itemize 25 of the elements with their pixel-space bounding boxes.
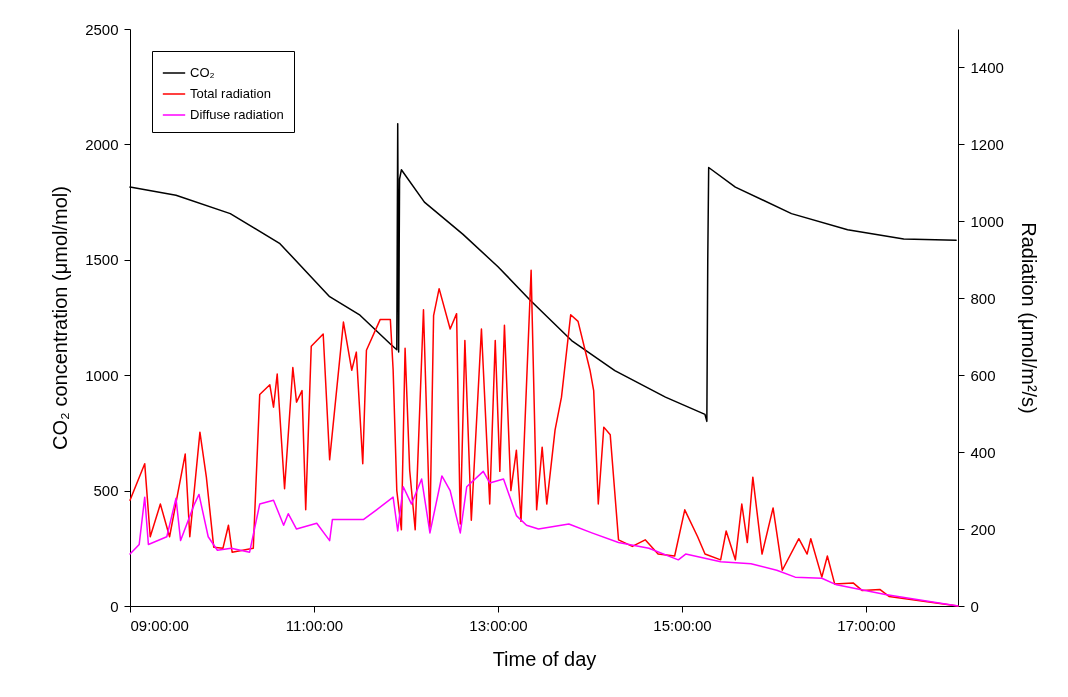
y2-tick-label: 400: [970, 443, 996, 461]
x-tick-label: 15:00:00: [653, 616, 712, 634]
y2-tick-label: 1400: [970, 58, 1004, 76]
y-tick-label: 1000: [85, 366, 119, 384]
legend-label: CO₂: [190, 65, 215, 80]
x-tick-label: 09:00:00: [130, 616, 189, 634]
y-tick-label: 2000: [85, 135, 119, 153]
x-tick-label: 17:00:00: [837, 616, 896, 634]
y-tick-label: 2500: [85, 20, 119, 38]
y-tick-label: 1500: [85, 251, 119, 269]
x-tick-label: 13:00:00: [469, 616, 528, 634]
legend-label: Diffuse radiation: [190, 107, 284, 122]
y2-tick-label: 600: [970, 366, 996, 384]
y2-tick-label: 1000: [970, 212, 1004, 230]
legend-label: Total radiation: [190, 86, 271, 101]
y-tick-label: 0: [110, 597, 119, 615]
y2-axis-title: Radiation (μmol/m²/s): [1017, 222, 1040, 414]
y2-tick-label: 0: [970, 597, 979, 615]
x-tick-label: 11:00:00: [285, 616, 344, 634]
y-axis-title: CO₂ concentration (μmol/mol): [49, 186, 72, 450]
y-tick-label: 500: [93, 482, 119, 500]
y2-tick-label: 800: [970, 289, 996, 307]
y2-tick-label: 200: [970, 520, 996, 538]
y2-tick-label: 1200: [970, 135, 1004, 153]
x-axis-title: Time of day: [492, 647, 597, 670]
